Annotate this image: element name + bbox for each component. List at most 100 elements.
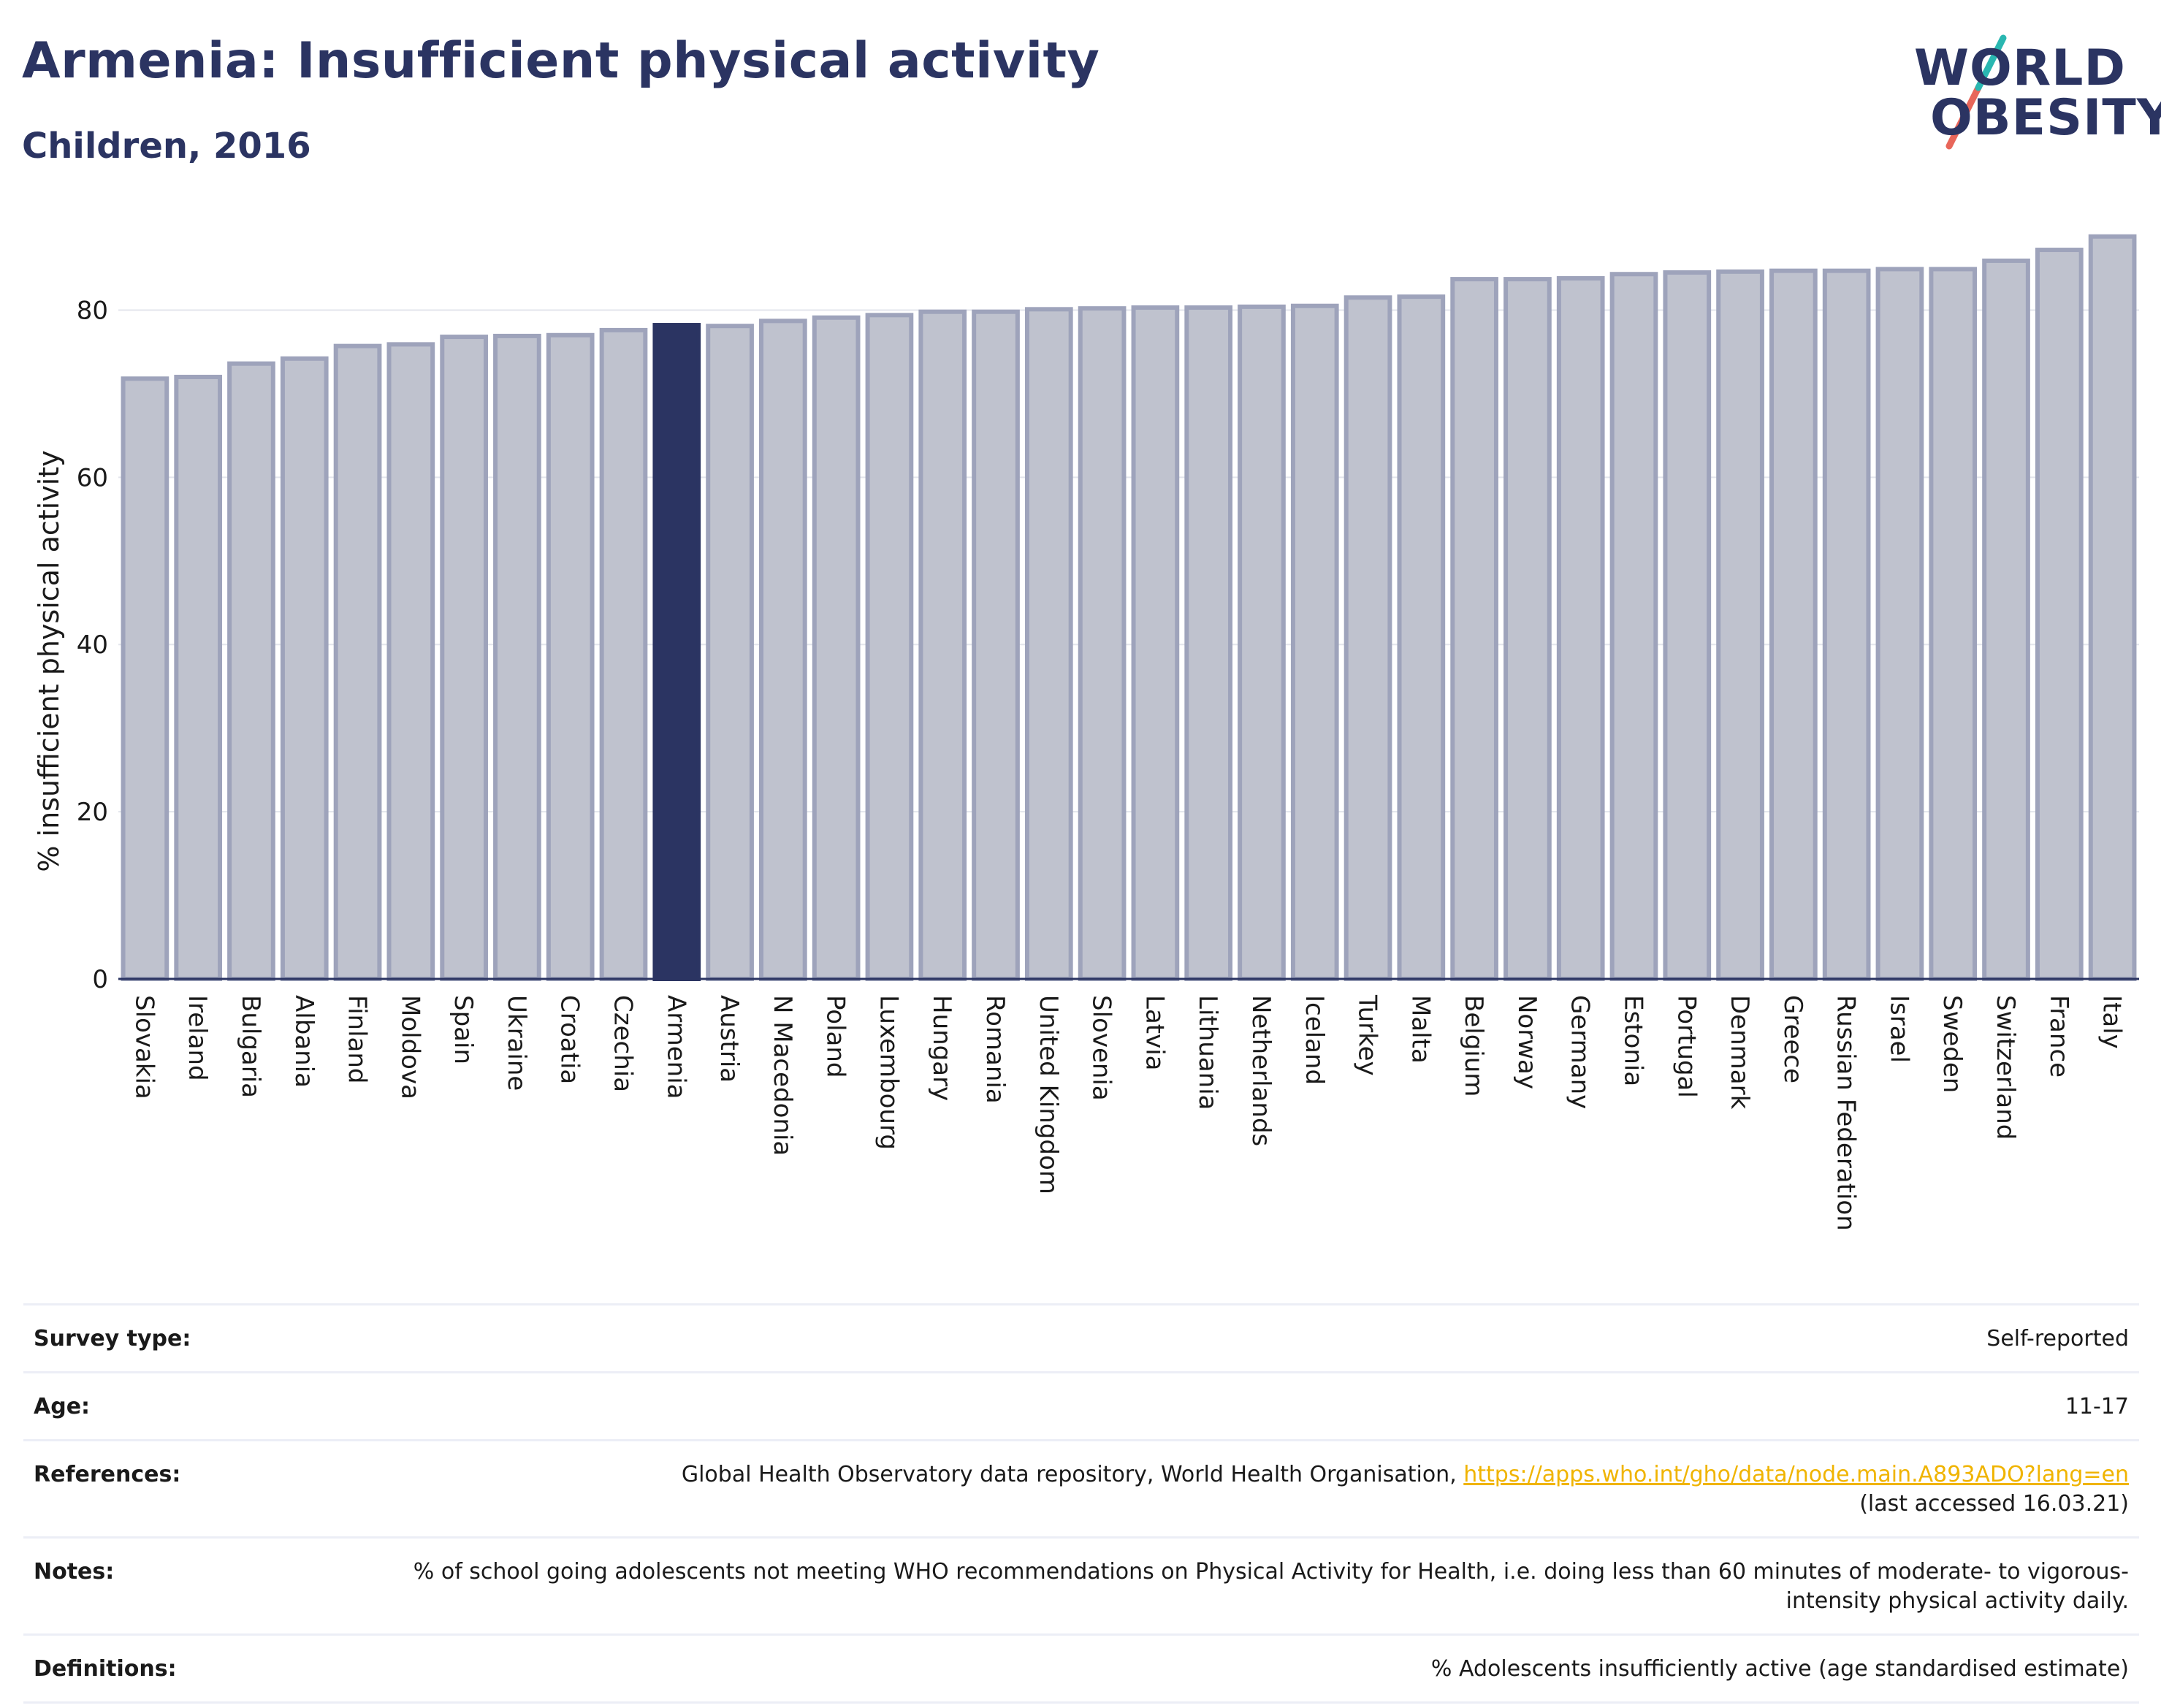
- info-label: Notes:: [34, 1559, 115, 1585]
- bar-austria: [706, 324, 754, 981]
- bar-chart: 0 20 40 60 80 % insufficient physical activit…: [33, 234, 2139, 1231]
- info-value: Self-reported: [1986, 1326, 2129, 1351]
- info-table: Survey type: Self-reported Age: 11-17 Re…: [23, 1303, 2139, 1704]
- x-tick-label: Slovakia: [129, 995, 159, 1099]
- bar-poland: [812, 315, 861, 981]
- info-row-definitions: Definitions: % Adolescents insufficientl…: [23, 1633, 2139, 1704]
- info-value: Global Health Observatory data repositor…: [340, 1460, 2129, 1519]
- x-tick-label: Austria: [714, 995, 744, 1083]
- logo-text-obesity: OBESITY: [1930, 89, 2161, 147]
- x-tick-label: Sweden: [1937, 995, 1967, 1093]
- x-tick-label: Israel: [1884, 995, 1913, 1063]
- bar-portugal: [1663, 270, 1712, 981]
- bar-slovenia: [1078, 306, 1127, 981]
- bar-ukraine: [493, 333, 541, 981]
- x-tick-label: United Kingdom: [1034, 995, 1063, 1194]
- x-tick-label: Portugal: [1672, 995, 1701, 1098]
- x-tick-label: Denmark: [1725, 995, 1754, 1110]
- y-tick-label: 80: [77, 296, 108, 325]
- x-tick-label: Russian Federation: [1832, 995, 1861, 1231]
- x-tick-label: Belgium: [1459, 995, 1488, 1097]
- bar-moldova: [386, 342, 435, 982]
- y-tick-label: 20: [77, 798, 108, 827]
- bar-turkey: [1344, 295, 1392, 981]
- y-tick-label: 0: [92, 965, 108, 994]
- world-obesity-logo: WORLD OBESITY: [1892, 22, 2161, 161]
- x-tick-label: Romania: [980, 995, 1010, 1104]
- bar-luxembourg: [865, 313, 914, 981]
- info-value: 11-17: [2065, 1394, 2129, 1419]
- x-tick-label: Czechia: [609, 995, 638, 1092]
- x-tick-label: Norway: [1512, 995, 1541, 1089]
- x-tick-label: Malta: [1406, 995, 1435, 1064]
- bar-italy: [2088, 234, 2137, 981]
- x-tick-label: Slovenia: [1087, 995, 1116, 1101]
- bar-iceland: [1290, 303, 1339, 981]
- bar-switzerland: [1982, 258, 2030, 981]
- info-label: Definitions:: [34, 1656, 177, 1682]
- bar-estonia: [1609, 272, 1658, 981]
- bar-armenia: [652, 323, 701, 981]
- info-label: Age:: [34, 1394, 91, 1419]
- info-row-notes: Notes: % of school going adolescents not…: [23, 1536, 2139, 1633]
- bar-russian-federation: [1822, 268, 1871, 981]
- x-tick-label: Turkey: [1353, 994, 1382, 1076]
- bar-united-kingdom: [1024, 307, 1073, 981]
- bar-netherlands: [1238, 304, 1286, 982]
- y-tick-label: 40: [77, 630, 108, 660]
- x-tick-label: Latvia: [1140, 995, 1169, 1071]
- x-tick-label: Netherlands: [1246, 995, 1276, 1146]
- x-tick-label: Ireland: [183, 995, 212, 1081]
- chart-title: Armenia: Insufficient physical activity: [22, 32, 1100, 90]
- y-tick-label: 60: [77, 463, 108, 492]
- x-tick-label: Lithuania: [1193, 995, 1222, 1110]
- x-tick-label: Albania: [289, 995, 319, 1088]
- x-tick-label: Poland: [821, 995, 850, 1078]
- reference-text: Global Health Observatory data repositor…: [681, 1462, 1464, 1487]
- info-label: Survey type:: [34, 1326, 191, 1351]
- bar-sweden: [1929, 267, 1978, 982]
- logo-slash-icon: [1945, 34, 2007, 150]
- x-tick-label: Estonia: [1619, 995, 1648, 1086]
- info-value: % of school going adolescents not meetin…: [413, 1559, 2129, 1614]
- bar-slovakia: [121, 376, 169, 981]
- bar-greece: [1769, 268, 1818, 981]
- info-value: % Adolescents insufficiently active (age…: [1430, 1656, 2129, 1682]
- info-row-age: Age: 11-17: [23, 1371, 2139, 1439]
- bar-bulgaria: [227, 361, 275, 981]
- bar-hungary: [918, 309, 967, 981]
- x-tick-label: Switzerland: [1991, 995, 2020, 1140]
- x-tick-label: Hungary: [927, 995, 956, 1101]
- bar-latvia: [1131, 305, 1180, 981]
- bar-denmark: [1716, 269, 1764, 981]
- x-tick-label: Finland: [343, 995, 372, 1084]
- bar-spain: [440, 335, 488, 982]
- reference-link[interactable]: https://apps.who.int/gho/data/node.main.…: [1463, 1462, 2129, 1487]
- x-tick-label: Iceland: [1300, 995, 1329, 1085]
- bar-malta: [1397, 294, 1446, 981]
- x-tick-label: Moldova: [395, 995, 424, 1099]
- bar-romania: [972, 309, 1020, 981]
- bar-israel: [1875, 267, 1924, 982]
- chart-subtitle: Children, 2016: [22, 126, 311, 167]
- x-tick-label: Bulgaria: [236, 995, 265, 1098]
- x-tick-label: Croatia: [555, 995, 584, 1084]
- y-axis-label: % insufficient physical activity: [33, 450, 65, 872]
- x-tick-label: Armenia: [661, 995, 690, 1099]
- bar-czechia: [599, 327, 648, 981]
- x-tick-label: France: [2044, 995, 2073, 1078]
- x-tick-label: Luxembourg: [874, 995, 903, 1150]
- bar-lithuania: [1184, 305, 1233, 981]
- info-row-survey-type: Survey type: Self-reported: [23, 1303, 2139, 1371]
- bar-n-macedonia: [759, 319, 807, 982]
- x-tick-label: Italy: [2097, 995, 2127, 1049]
- x-tick-label: N Macedonia: [768, 995, 797, 1156]
- bar-germany: [1556, 275, 1605, 981]
- bar-norway: [1503, 277, 1552, 982]
- bar-croatia: [546, 332, 595, 981]
- bar-finland: [333, 343, 382, 981]
- info-label: References:: [34, 1462, 181, 1487]
- x-tick-label: Greece: [1778, 995, 1807, 1083]
- bar-france: [2035, 248, 2084, 981]
- x-tick-label: Germany: [1566, 995, 1595, 1109]
